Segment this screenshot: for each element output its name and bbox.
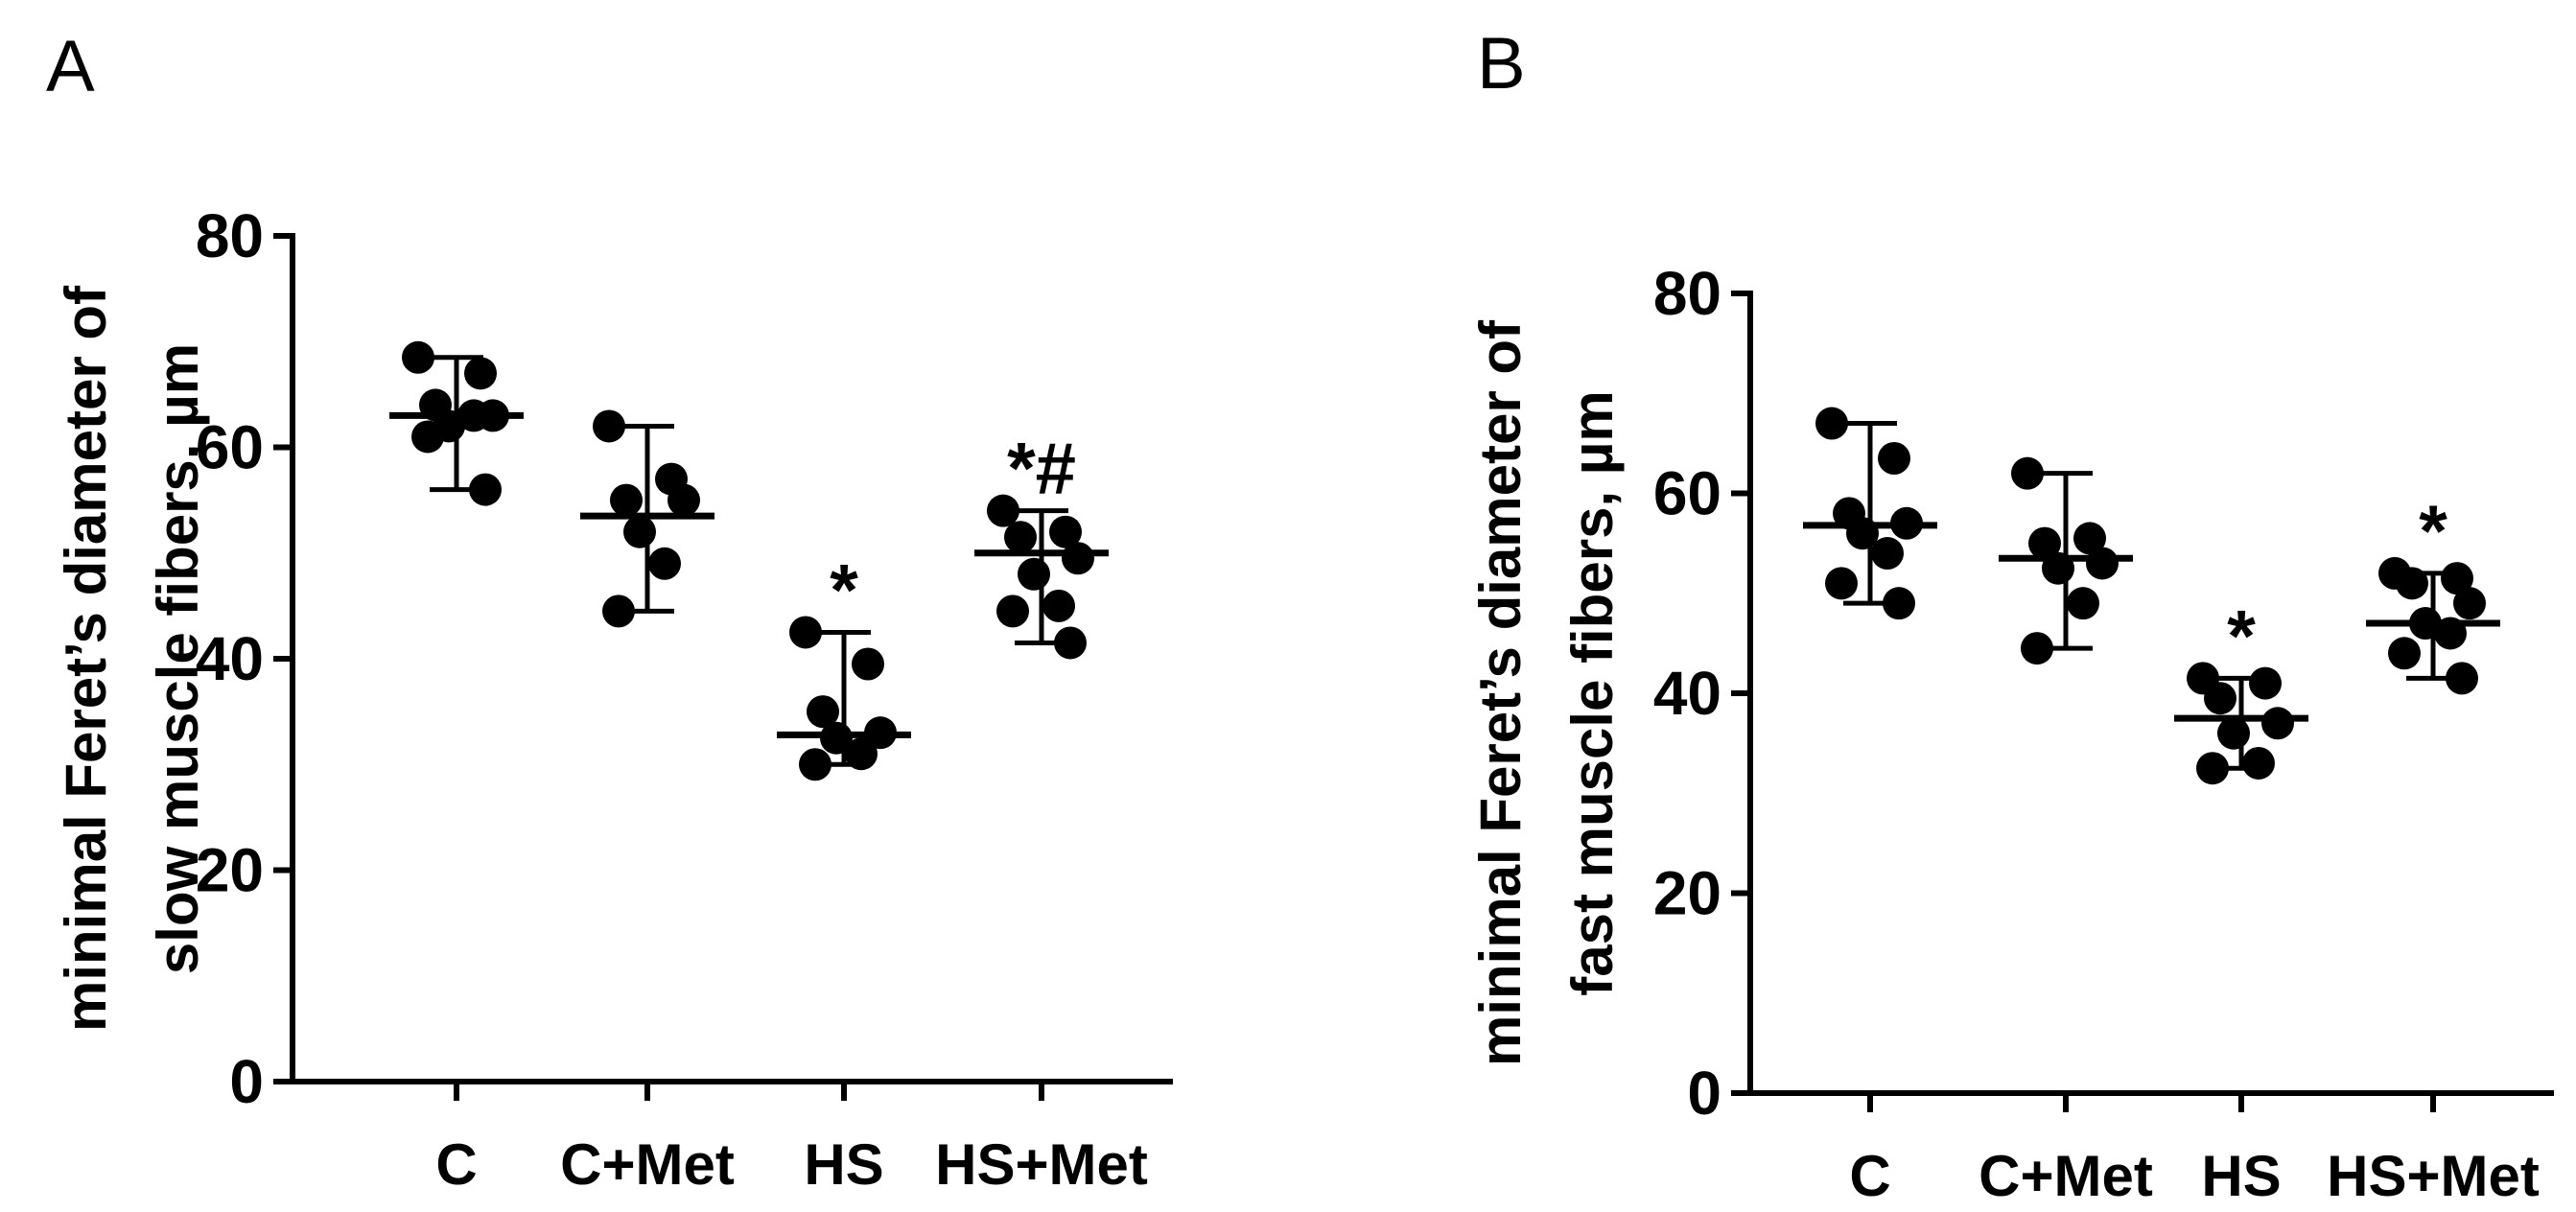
y-tick-label: 40	[1653, 659, 1721, 728]
y-axis-title-line: slow muscle fibers, µm	[146, 343, 210, 974]
data-point	[2396, 567, 2428, 600]
data-point	[845, 737, 878, 771]
x-category-label: HS	[2201, 1144, 2281, 1208]
data-point	[2249, 666, 2282, 700]
y-tick-label: 0	[229, 1047, 264, 1116]
data-point	[2261, 707, 2294, 740]
x-category-label: C+Met	[1979, 1144, 2153, 1208]
data-point	[1004, 521, 1037, 554]
data-point	[807, 695, 839, 729]
panel-label: B	[1477, 23, 1526, 105]
data-point	[1062, 542, 1094, 575]
data-point	[2217, 716, 2250, 750]
data-point	[602, 594, 635, 628]
significance-mark: *	[2227, 595, 2256, 677]
y-tick-label: 80	[196, 201, 264, 270]
data-point	[667, 483, 700, 517]
data-point	[1883, 587, 1915, 620]
data-point	[1054, 626, 1087, 660]
data-point	[852, 647, 884, 681]
y-tick-label: 60	[196, 413, 264, 482]
x-category-label: C	[435, 1132, 477, 1197]
data-point	[2011, 456, 2044, 490]
data-point	[593, 409, 625, 443]
data-point	[1042, 589, 1075, 622]
x-category-label: HS+Met	[2327, 1144, 2540, 1208]
y-axis-title-line: fast muscle fibers, µm	[1560, 390, 1625, 995]
data-point	[464, 357, 497, 390]
significance-mark: *#	[1007, 429, 1076, 510]
data-point	[2242, 746, 2275, 780]
data-point	[1871, 537, 1904, 571]
data-point	[1878, 442, 1910, 476]
data-point	[402, 340, 434, 374]
data-point	[2204, 682, 2236, 715]
y-tick-label: 40	[196, 624, 264, 693]
y-axis-title-line: minimal Feret’s diameter of	[54, 285, 118, 1032]
data-point	[411, 420, 444, 454]
significance-mark: *	[830, 549, 858, 631]
data-point	[1018, 557, 1050, 591]
data-point	[2196, 752, 2229, 785]
data-point	[2086, 547, 2119, 580]
data-point	[2441, 562, 2473, 595]
x-category-label: C+Met	[560, 1132, 735, 1197]
x-category-label: HS	[804, 1132, 883, 1197]
y-axis-title-line: minimal Feret’s diameter of	[1468, 319, 1533, 1066]
data-point	[2388, 637, 2421, 670]
data-point	[996, 594, 1029, 628]
y-tick-label: 0	[1687, 1059, 1721, 1128]
x-category-label: C	[1849, 1144, 1890, 1208]
data-point	[799, 748, 831, 781]
data-point	[987, 494, 1019, 527]
data-point	[2067, 587, 2099, 620]
y-tick-label: 80	[1653, 259, 1721, 328]
data-point	[623, 515, 656, 548]
data-point	[2021, 632, 2053, 665]
panel-label: A	[46, 26, 95, 107]
data-point	[1049, 515, 1082, 548]
data-point	[789, 616, 822, 649]
data-point	[2453, 587, 2486, 620]
data-point	[2028, 526, 2061, 560]
data-point	[2446, 662, 2478, 695]
data-point	[2073, 522, 2106, 555]
data-point	[1815, 407, 1848, 440]
y-tick-label: 20	[196, 836, 264, 905]
y-tick-label: 60	[1653, 459, 1721, 528]
x-category-label: HS+Met	[935, 1132, 1148, 1197]
significance-mark: *	[2419, 491, 2447, 572]
data-point	[1825, 567, 1858, 600]
y-tick-label: 20	[1653, 859, 1721, 928]
data-point	[610, 483, 643, 517]
data-point	[648, 547, 681, 580]
data-point	[469, 473, 502, 506]
